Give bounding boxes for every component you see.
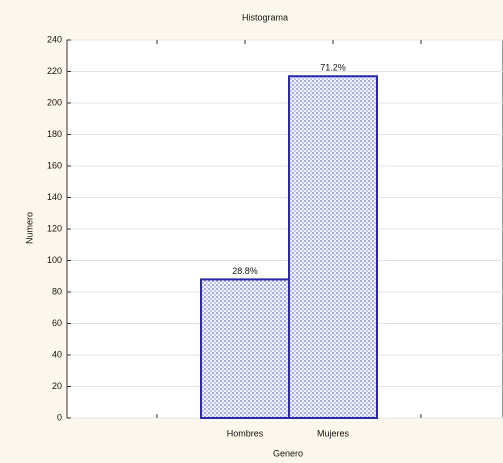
y-tick-label: 200 (47, 97, 62, 107)
y-tick-label: 0 (57, 412, 62, 422)
y-tick-label: 240 (47, 34, 62, 44)
y-axis-label: Numero (24, 212, 34, 244)
y-tick-label: 80 (52, 286, 62, 296)
bar (200, 278, 290, 419)
y-tick-label: 40 (52, 349, 62, 359)
y-tick-label: 100 (47, 255, 62, 265)
chart-title: Histograma (242, 12, 288, 22)
y-tick-label: 20 (52, 381, 62, 391)
x-axis-label: Genero (273, 448, 303, 458)
y-tick-label: 140 (47, 192, 62, 202)
y-tick-label: 60 (52, 318, 62, 328)
y-tick-label: 160 (47, 160, 62, 170)
x-tick-label: Mujeres (317, 428, 350, 438)
x-tick-label: Hombres (227, 428, 264, 438)
data-label: 71.2% (320, 63, 346, 73)
bar (288, 75, 378, 419)
y-tick-label: 220 (47, 66, 62, 76)
y-tick-label: 180 (47, 129, 62, 139)
y-tick-label: 120 (47, 223, 62, 233)
data-label: 28.8% (232, 266, 258, 276)
